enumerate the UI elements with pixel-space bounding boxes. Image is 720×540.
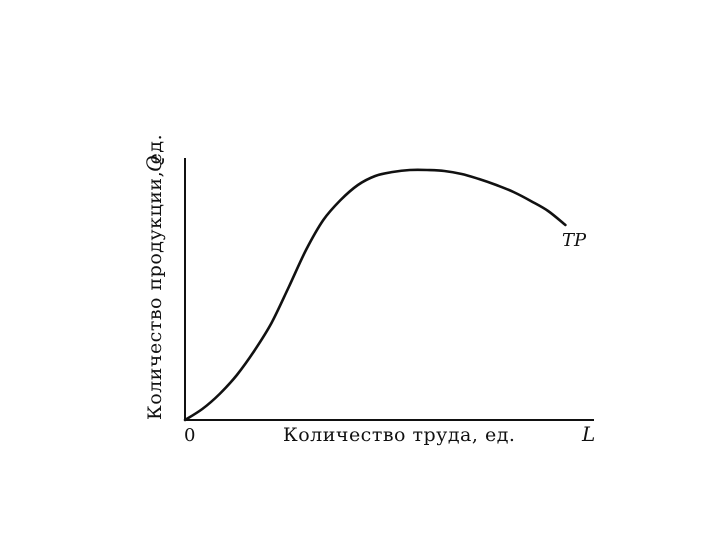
x-axis-title: Количество труда, ед.: [283, 424, 515, 446]
plot-area: [183, 158, 594, 422]
series-line-tp: [183, 168, 567, 422]
x-axis-symbol: L: [581, 422, 595, 446]
series-label-tp: TP: [562, 230, 587, 251]
y-axis-symbol: Q: [142, 156, 166, 172]
y-axis-title: Количество продукции, ед.: [144, 134, 166, 420]
origin-label: 0: [184, 425, 195, 446]
